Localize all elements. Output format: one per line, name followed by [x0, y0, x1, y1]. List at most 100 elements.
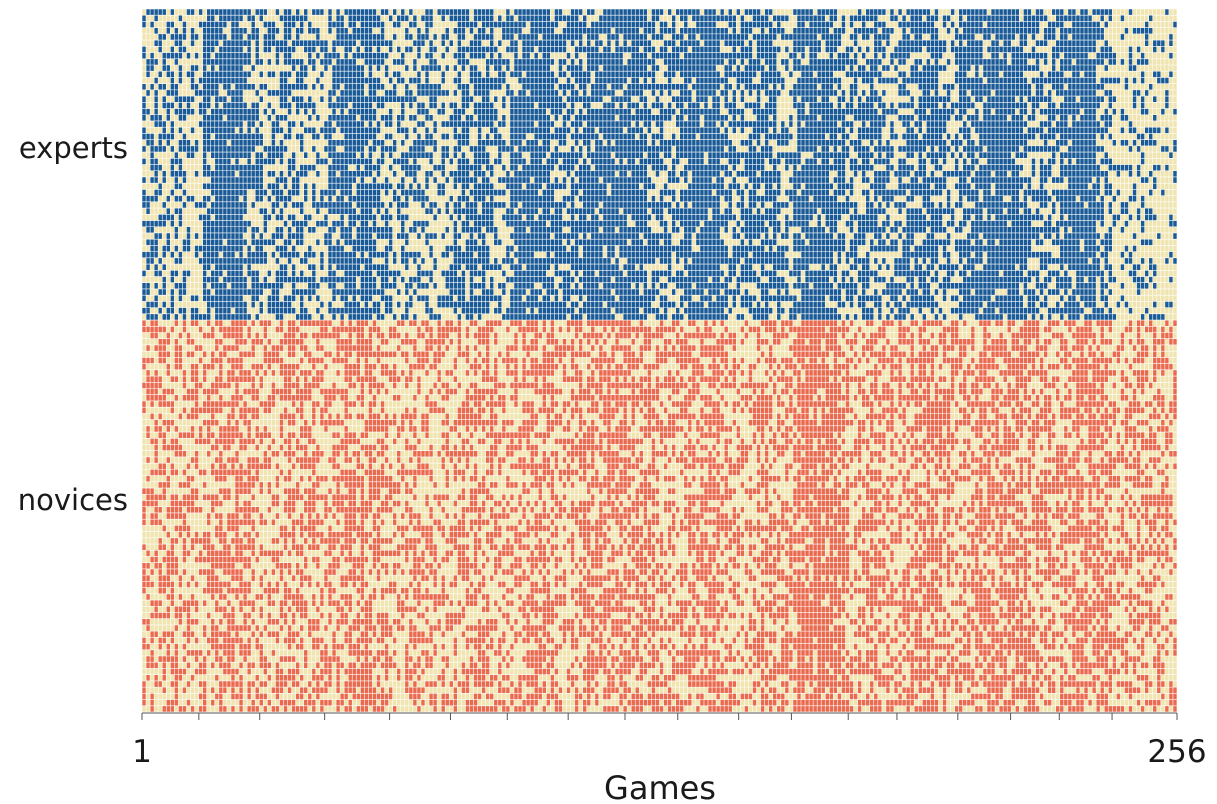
cell-experts: [623, 15, 628, 22]
cell-experts: [518, 152, 523, 159]
cell-experts: [267, 170, 272, 177]
cell-experts: [898, 170, 903, 177]
cell-experts: [950, 9, 955, 16]
cell-experts: [970, 145, 975, 153]
cell-experts: [356, 64, 361, 72]
cell-experts: [522, 46, 527, 53]
cell-experts: [801, 27, 806, 34]
cell-experts: [772, 52, 777, 59]
cell-experts: [918, 58, 923, 65]
cell-experts: [837, 127, 842, 134]
cell-experts: [392, 139, 397, 146]
cell-experts: [744, 52, 749, 59]
cell-experts: [477, 127, 482, 134]
cell-experts: [218, 139, 223, 146]
cell-experts: [869, 139, 874, 146]
cell-experts: [1067, 127, 1072, 134]
cell-experts: [243, 164, 248, 171]
cell-experts: [602, 77, 607, 84]
cell-experts: [825, 96, 830, 103]
cell-experts: [481, 170, 486, 177]
cell-experts: [299, 102, 304, 109]
cell-experts: [279, 71, 284, 78]
cell-experts: [590, 114, 595, 121]
cell-experts: [687, 189, 692, 196]
cell-experts: [311, 64, 316, 72]
cell-experts: [566, 108, 571, 115]
cell-experts: [453, 89, 458, 97]
cell-experts: [1092, 164, 1097, 171]
cell-experts: [299, 15, 304, 22]
cell-experts: [473, 108, 478, 115]
cell-experts: [1120, 164, 1125, 171]
cell-experts: [703, 127, 709, 134]
cell-experts: [311, 27, 316, 34]
cell-experts: [873, 176, 878, 184]
cell-experts: [574, 114, 579, 121]
cell-experts: [194, 89, 199, 97]
cell-experts: [307, 40, 312, 47]
cell-experts: [538, 127, 543, 134]
cell-experts: [813, 83, 818, 90]
cell-experts: [602, 21, 607, 28]
cell-experts: [946, 89, 951, 97]
cell-experts: [594, 170, 599, 177]
cell-experts: [202, 120, 207, 128]
cell-experts: [902, 164, 907, 171]
cell-experts: [542, 21, 547, 28]
cell-experts: [295, 33, 300, 41]
cell-experts: [898, 9, 903, 16]
cell-experts: [356, 170, 361, 177]
cell-experts: [788, 33, 793, 41]
cell-experts: [408, 170, 413, 177]
cell-experts: [974, 9, 979, 16]
cell-experts: [716, 158, 721, 165]
cell-experts: [877, 158, 882, 165]
cell-experts: [404, 189, 409, 196]
cell-experts: [699, 164, 704, 171]
cell-experts: [210, 108, 215, 115]
cell-experts: [1023, 21, 1028, 28]
cell-experts: [578, 145, 583, 153]
cell-experts: [671, 46, 676, 53]
cell-experts: [255, 170, 260, 177]
cell-experts: [574, 52, 579, 59]
cell-experts: [837, 64, 842, 72]
cell-experts: [404, 15, 409, 22]
cell-experts: [214, 120, 219, 128]
cell-experts: [784, 164, 789, 171]
cell-experts: [728, 152, 733, 159]
cell-experts: [837, 83, 842, 90]
cell-experts: [230, 189, 235, 196]
cell-experts: [902, 145, 907, 153]
cell-experts: [954, 33, 959, 41]
cell-experts: [1003, 120, 1008, 128]
cell-experts: [1152, 46, 1157, 53]
cell-experts: [914, 108, 919, 115]
cell-experts: [756, 40, 761, 47]
cell-experts: [849, 158, 854, 165]
cell-experts: [792, 40, 797, 47]
cell-experts: [558, 152, 563, 159]
cell-experts: [703, 46, 709, 53]
cell-experts: [865, 27, 870, 34]
cell-experts: [1007, 158, 1012, 165]
cell-experts: [598, 164, 603, 171]
cell-experts: [1075, 58, 1080, 65]
cell-experts: [243, 77, 248, 84]
cell-experts: [914, 176, 919, 184]
cell-experts: [368, 102, 373, 109]
cell-experts: [412, 139, 417, 146]
cell-experts: [910, 40, 915, 47]
cell-experts: [877, 152, 882, 159]
cell-experts: [1075, 33, 1080, 41]
cell-experts: [974, 183, 979, 190]
cell-experts: [586, 152, 591, 159]
cell-experts: [877, 46, 882, 53]
cell-experts: [150, 58, 155, 65]
cell-experts: [938, 139, 943, 146]
cell-experts: [360, 120, 365, 128]
cell-experts: [1071, 120, 1076, 128]
cell-experts: [598, 15, 603, 22]
cell-experts: [186, 152, 191, 159]
